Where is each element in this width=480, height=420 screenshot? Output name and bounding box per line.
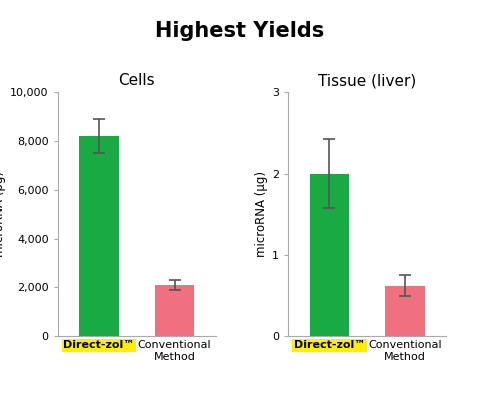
Title: Tissue (liver): Tissue (liver) [318, 74, 416, 89]
Bar [385, 286, 424, 336]
Bar [80, 136, 119, 336]
Y-axis label: microRNA (µg): microRNA (µg) [255, 171, 268, 257]
Text: Highest Yields: Highest Yields [156, 21, 324, 41]
Bar [155, 285, 194, 336]
Y-axis label: microRNA (pg): microRNA (pg) [0, 171, 6, 257]
Title: Cells: Cells [119, 74, 155, 89]
Bar [310, 173, 349, 336]
